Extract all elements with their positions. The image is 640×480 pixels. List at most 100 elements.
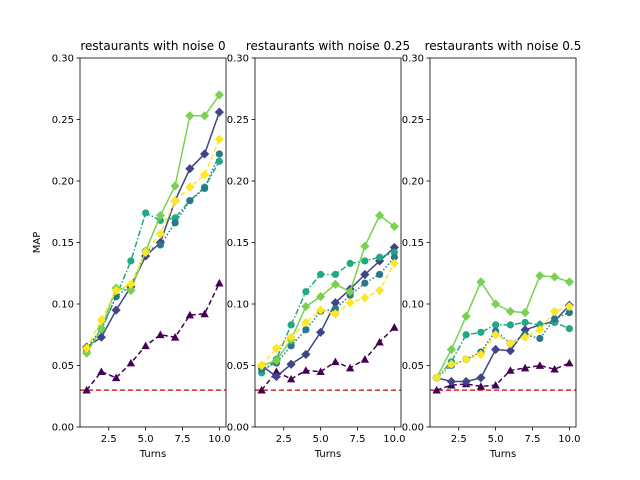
data-point [170, 181, 180, 191]
chart-title: restaurants with noise 0.5 [425, 39, 582, 53]
x-axis-label: Turns [139, 449, 166, 460]
data-point [389, 221, 399, 232]
data-point [257, 385, 266, 394]
y-tick-label: 0.20 [402, 177, 424, 188]
data-point [345, 363, 355, 372]
data-point [214, 134, 224, 144]
data-point [462, 331, 470, 339]
data-point [286, 359, 296, 369]
series-line-6 [85, 138, 221, 349]
y-tick-label: 0.10 [402, 300, 424, 311]
data-point [506, 321, 514, 329]
data-point [360, 293, 370, 303]
x-tick-label: 7.5 [525, 434, 541, 445]
data-point [301, 366, 311, 374]
data-point [155, 210, 165, 221]
data-point [301, 317, 311, 328]
data-point [316, 327, 326, 337]
data-point [564, 277, 574, 287]
data-point [345, 287, 355, 297]
data-point [446, 359, 456, 369]
y-tick-label: 0.25 [402, 115, 424, 126]
data-point [142, 209, 150, 217]
data-point [200, 170, 210, 180]
data-point [214, 90, 224, 100]
data-point [127, 257, 135, 265]
data-point [565, 309, 573, 317]
data-point [316, 305, 326, 315]
x-tick-label: 2.5 [451, 434, 467, 445]
data-point [505, 338, 515, 348]
y-tick-label: 0.05 [402, 361, 424, 372]
y-tick-label: 0.30 [227, 54, 249, 65]
y-tick-label: 0.10 [227, 300, 249, 311]
data-point [476, 277, 486, 287]
chart-panel-1: 0.00 0.05 0.10 0.15 0.20 0.25 0.30 2.5 5.0 7.5 10.… [32, 39, 230, 460]
data-point [126, 279, 136, 289]
data-point [331, 270, 339, 279]
data-point [375, 337, 384, 346]
data-point [389, 258, 399, 269]
data-point [155, 229, 165, 239]
data-point [565, 358, 574, 367]
series-line-6 [261, 263, 396, 366]
chart-panel-2: 0.00 0.05 0.10 0.15 0.20 0.25 0.30 2.5 5.0 7.5 10.… [227, 39, 410, 460]
series-line-1 [261, 326, 395, 391]
series-line-5 [435, 274, 570, 379]
data-point [361, 279, 369, 287]
data-point [96, 315, 106, 325]
data-point [491, 344, 501, 355]
y-tick-label: 0.05 [52, 361, 74, 372]
data-point [564, 301, 574, 312]
data-point [535, 325, 545, 335]
data-point [505, 306, 515, 316]
y-tick-label: 0.20 [227, 177, 249, 188]
data-point [96, 324, 106, 334]
data-point [214, 107, 224, 117]
data-point [520, 308, 530, 318]
data-point [330, 279, 340, 289]
data-point [215, 157, 223, 165]
data-point [186, 197, 194, 205]
x-axis-label: Turns [489, 449, 516, 460]
data-point [287, 342, 295, 350]
data-point [476, 349, 486, 360]
data-point [390, 253, 398, 261]
y-tick-label: 0.00 [402, 423, 424, 434]
x-tick-label: 5.0 [488, 434, 504, 445]
series-line-2 [261, 246, 395, 378]
data-point [111, 285, 121, 296]
series-line-5 [261, 214, 395, 367]
data-point [360, 355, 370, 363]
x-tick-label: 2.5 [101, 434, 117, 445]
data-point [521, 318, 529, 327]
y-tick-label: 0.25 [52, 115, 74, 126]
data-point [201, 184, 209, 192]
data-point [185, 310, 195, 319]
data-point [97, 367, 106, 376]
data-point [331, 357, 340, 366]
data-point [550, 306, 560, 316]
data-point [271, 371, 281, 382]
data-point [96, 332, 106, 342]
data-point [331, 305, 339, 313]
data-point [550, 272, 560, 282]
data-point [301, 301, 311, 312]
data-point [82, 343, 92, 353]
data-point [272, 367, 281, 376]
chart-title: restaurants with noise 0.25 [246, 39, 410, 53]
x-tick-label: 10.0 [558, 434, 580, 445]
data-point [126, 285, 136, 296]
series-line-3 [436, 321, 570, 379]
series-line-3 [86, 160, 221, 352]
y-tick-label: 0.30 [52, 54, 74, 65]
data-point [446, 344, 456, 355]
data-point [506, 366, 515, 374]
data-point [535, 271, 545, 281]
data-point [200, 149, 210, 159]
data-point [520, 325, 530, 335]
data-point [286, 374, 296, 383]
data-point [390, 323, 399, 331]
x-tick-label: 5.0 [313, 434, 329, 445]
